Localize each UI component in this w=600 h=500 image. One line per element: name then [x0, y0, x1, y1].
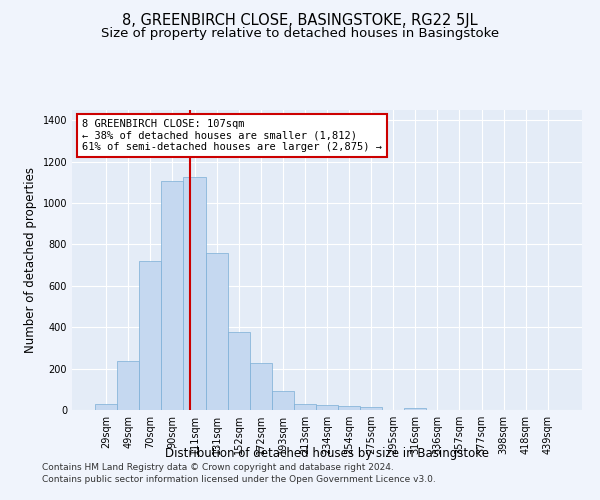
Text: 8, GREENBIRCH CLOSE, BASINGSTOKE, RG22 5JL: 8, GREENBIRCH CLOSE, BASINGSTOKE, RG22 5…	[122, 12, 478, 28]
Bar	[272, 392, 294, 410]
Bar	[206, 253, 227, 410]
Bar	[250, 364, 272, 410]
Bar	[316, 405, 338, 410]
Text: Size of property relative to detached houses in Basingstoke: Size of property relative to detached ho…	[101, 28, 499, 40]
Bar	[95, 404, 117, 410]
Text: Contains HM Land Registry data © Crown copyright and database right 2024.: Contains HM Land Registry data © Crown c…	[42, 464, 394, 472]
Bar	[117, 362, 139, 410]
Bar	[161, 182, 184, 410]
Bar	[404, 408, 427, 410]
Y-axis label: Number of detached properties: Number of detached properties	[24, 167, 37, 353]
Bar	[227, 332, 250, 410]
Bar	[294, 404, 316, 410]
Bar	[360, 407, 382, 410]
Text: Distribution of detached houses by size in Basingstoke: Distribution of detached houses by size …	[165, 448, 489, 460]
Bar	[139, 261, 161, 410]
Bar	[338, 406, 360, 410]
Text: 8 GREENBIRCH CLOSE: 107sqm
← 38% of detached houses are smaller (1,812)
61% of s: 8 GREENBIRCH CLOSE: 107sqm ← 38% of deta…	[82, 119, 382, 152]
Text: Contains public sector information licensed under the Open Government Licence v3: Contains public sector information licen…	[42, 474, 436, 484]
Bar	[184, 177, 206, 410]
